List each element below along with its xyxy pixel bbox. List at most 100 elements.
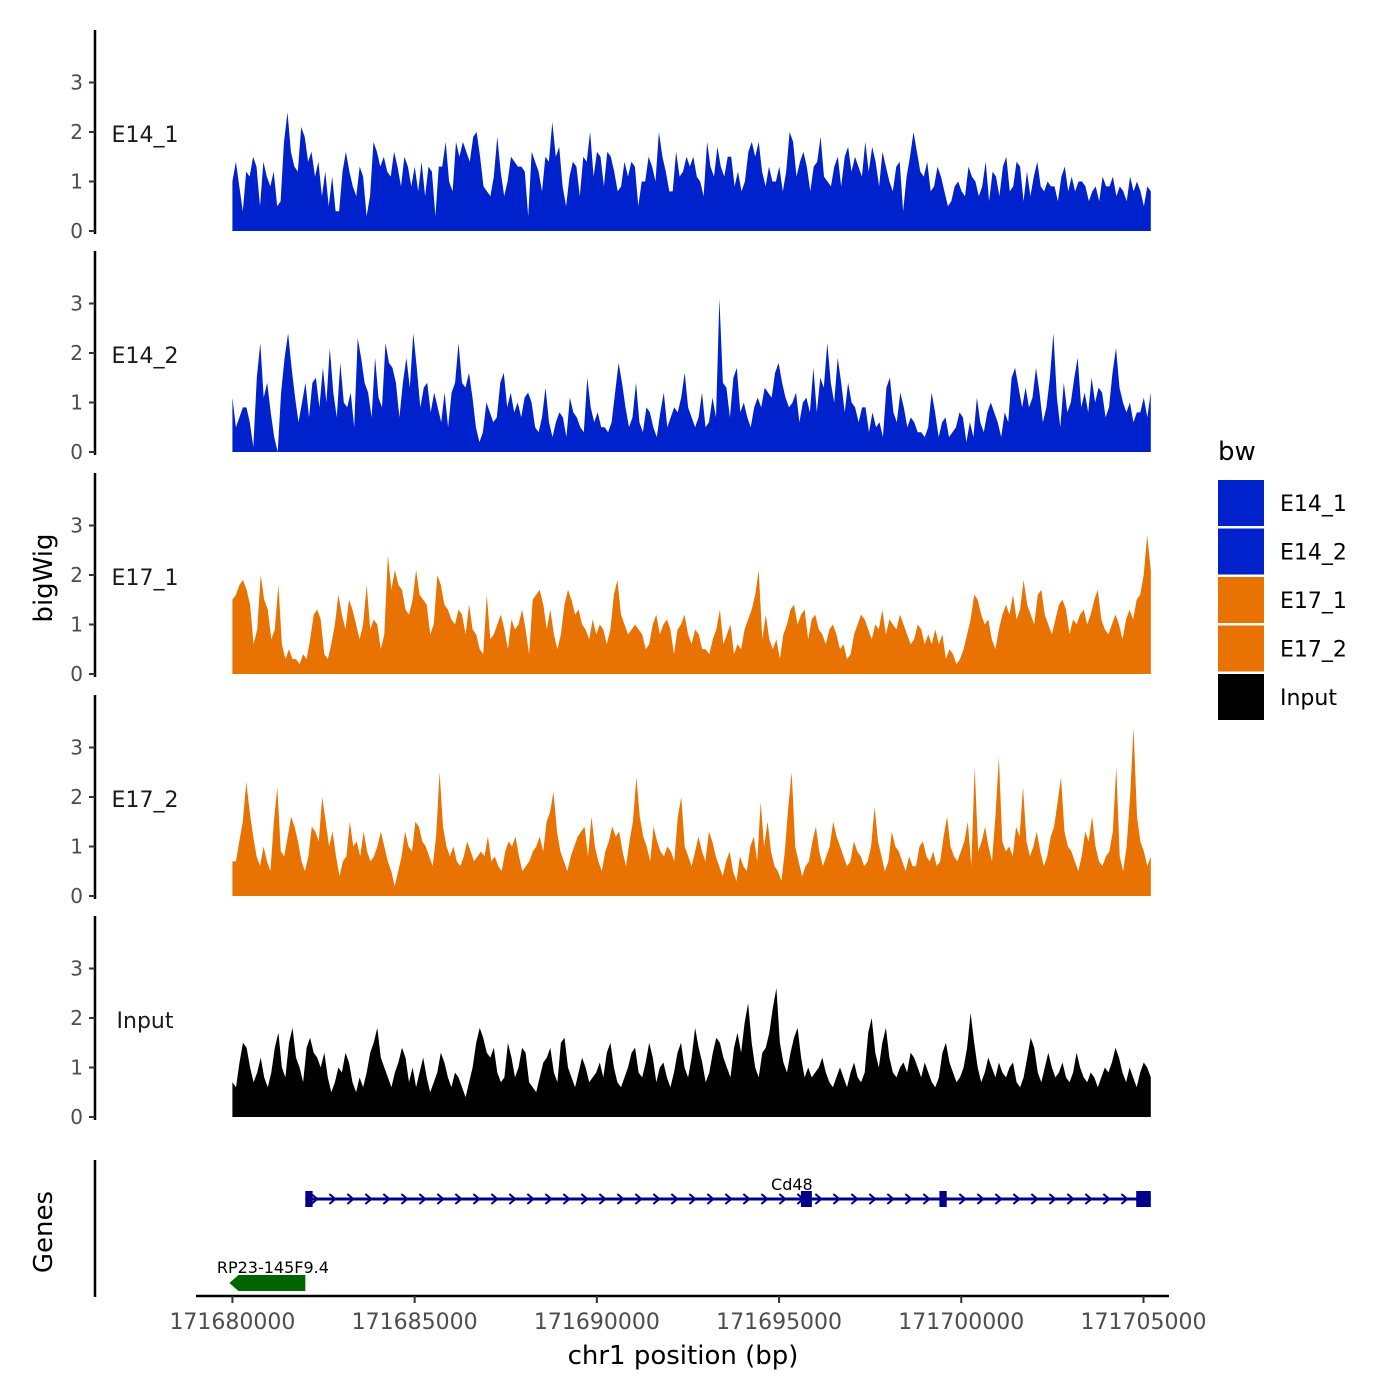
signal-area [232, 988, 1151, 1117]
y-tick-label: 1 [70, 835, 83, 859]
exon [229, 1275, 306, 1291]
panel-e17-2: 0 1 2 3 E17_2 [70, 695, 1151, 908]
strand-arrow [328, 1193, 337, 1205]
x-axis-title: chr1 position (bp) [568, 1341, 799, 1371]
strand-arrow [454, 1193, 463, 1205]
strand-arrow [1120, 1193, 1129, 1205]
x-tick-label: 171680000 [169, 1310, 295, 1335]
x-tick-label: 171690000 [534, 1310, 660, 1335]
exon [1136, 1191, 1151, 1207]
strand-arrow [670, 1193, 679, 1205]
legend-label: Input [1280, 686, 1337, 711]
strand-arrow [562, 1193, 571, 1205]
x-axis: 171680000 171685000 171690000 171695000 1717… [169, 1294, 1206, 1335]
strand-arrow [724, 1193, 733, 1205]
genes-axis-title: Genes [29, 1191, 59, 1273]
strand-arrow [904, 1193, 913, 1205]
strand-arrow [976, 1193, 985, 1205]
strand-arrow [526, 1193, 535, 1205]
y-tick-label: 2 [70, 563, 83, 587]
gene-label: Cd48 [771, 1175, 813, 1194]
y-tick-label: 0 [70, 219, 83, 243]
y-tick-label: 0 [70, 884, 83, 908]
strand-arrow [346, 1193, 355, 1205]
strand-arrow [490, 1193, 499, 1205]
legend: bw E14_1 E14_2 E17_1 E17_2 Input [1218, 437, 1347, 720]
strand-arrow [472, 1193, 481, 1205]
strand-arrow [868, 1193, 877, 1205]
strand-arrow [886, 1193, 895, 1205]
track-label: E17_1 [112, 566, 179, 591]
strand-arrow [922, 1193, 931, 1205]
panel-e17-1: 0 1 2 3 E17_1 [70, 473, 1151, 686]
y-tick-label: 3 [70, 292, 83, 316]
signal-area [232, 727, 1151, 896]
y-tick-label: 1 [70, 170, 83, 194]
x-tick-label: 171685000 [352, 1310, 478, 1335]
track-label: Input [117, 1009, 174, 1034]
y-tick-label: 0 [70, 1105, 83, 1129]
strand-arrow [634, 1193, 643, 1205]
strand-arrow [760, 1193, 769, 1205]
strand-arrow [1084, 1193, 1093, 1205]
strand-arrow [1048, 1193, 1057, 1205]
y-tick-label: 0 [70, 440, 83, 464]
y-tick-label: 3 [70, 71, 83, 95]
y-tick-label: 0 [70, 662, 83, 686]
exon [800, 1191, 812, 1207]
strand-arrow [742, 1193, 751, 1205]
legend-swatch [1218, 674, 1264, 720]
strand-arrow [1066, 1193, 1075, 1205]
signal-area [232, 112, 1151, 231]
strand-arrow [814, 1193, 823, 1205]
signal-area [232, 535, 1151, 674]
x-tick-label: 171695000 [716, 1310, 842, 1335]
strand-arrow [310, 1193, 319, 1205]
y-tick-label: 2 [70, 1006, 83, 1030]
track-label: E14_1 [112, 123, 179, 148]
track-label: E17_2 [112, 788, 179, 813]
legend-swatch [1218, 528, 1264, 575]
strand-arrow [508, 1193, 517, 1205]
track-panels: 0 1 2 3 E14_1 0 1 2 3 E14_2 0 1 2 3 E17_1 0 1 2 3 E17_2 0 1 2 3… [70, 30, 1151, 1129]
strand-arrow [616, 1193, 625, 1205]
strand-arrow [1030, 1193, 1039, 1205]
legend-swatch [1218, 577, 1264, 623]
track-label: E14_2 [112, 344, 179, 369]
strand-arrow [436, 1193, 445, 1205]
strand-arrow [688, 1193, 697, 1205]
panel-e14-1: 0 1 2 3 E14_1 [70, 30, 1151, 243]
y-tick-label: 1 [70, 613, 83, 637]
legend-label: E17_2 [1280, 638, 1347, 663]
strand-arrow [1102, 1193, 1111, 1205]
legend-label: E14_2 [1280, 541, 1347, 566]
strand-arrow [832, 1193, 841, 1205]
panel-e14-2: 0 1 2 3 E14_2 [70, 251, 1151, 464]
strand-arrow [400, 1193, 409, 1205]
x-tick-label: 171705000 [1080, 1310, 1206, 1335]
y-tick-label: 2 [70, 120, 83, 144]
exon [305, 1191, 313, 1207]
legend-title: bw [1218, 437, 1256, 467]
signal-area [232, 298, 1151, 452]
exon [939, 1191, 947, 1207]
legend-label: E17_1 [1280, 589, 1347, 614]
legend-label: E14_1 [1280, 492, 1347, 517]
legend-swatch [1218, 480, 1264, 526]
gene-cd48: Cd48 [305, 1175, 1151, 1207]
y-tick-label: 3 [70, 957, 83, 981]
strand-arrow [994, 1193, 1003, 1205]
strand-arrow [544, 1193, 553, 1205]
strand-arrow [706, 1193, 715, 1205]
strand-arrow [850, 1193, 859, 1205]
genes-panel: Cd48 RP23-145F9.4 [93, 1160, 1151, 1297]
y-tick-label: 1 [70, 391, 83, 415]
strand-arrow [778, 1193, 787, 1205]
panel-input: 0 1 2 3 Input [70, 916, 1151, 1129]
strand-arrow [958, 1193, 967, 1205]
strand-arrow [580, 1193, 589, 1205]
legend-swatch [1218, 625, 1264, 672]
y-tick-label: 3 [70, 736, 83, 760]
strand-arrow [598, 1193, 607, 1205]
